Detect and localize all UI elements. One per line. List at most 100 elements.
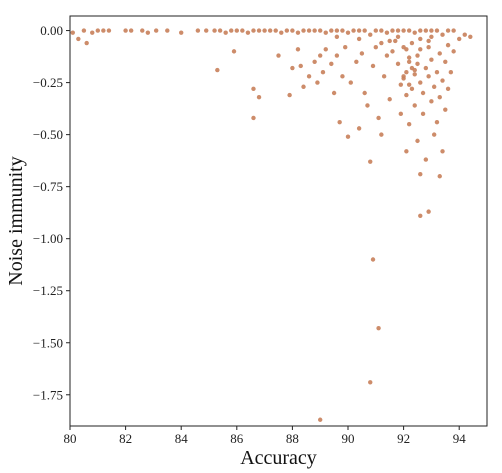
scatter-point bbox=[423, 65, 429, 71]
scatter-point bbox=[312, 59, 317, 64]
y-tick-label: 0.00 bbox=[40, 23, 63, 38]
scatter-point bbox=[359, 51, 365, 56]
y-tick-label: −0.50 bbox=[33, 127, 63, 142]
scatter-point bbox=[370, 257, 376, 262]
scatter-point bbox=[318, 28, 323, 33]
x-axis-title: Accuracy bbox=[240, 447, 317, 469]
scatter-point bbox=[362, 90, 367, 96]
scatter-point bbox=[81, 28, 87, 33]
scatter-point bbox=[406, 82, 412, 87]
scatter-point bbox=[306, 28, 312, 33]
scatter-point bbox=[287, 92, 292, 98]
scatter-point bbox=[415, 138, 420, 144]
scatter-point bbox=[412, 30, 417, 35]
scatter-point bbox=[362, 28, 367, 33]
scatter-point bbox=[204, 28, 209, 33]
scatter-point bbox=[318, 417, 323, 422]
scatter-point bbox=[445, 28, 451, 33]
scatter-point bbox=[284, 28, 290, 33]
scatter-point bbox=[217, 28, 223, 33]
scatter-point bbox=[429, 99, 434, 104]
scatter-point bbox=[457, 36, 462, 42]
scatter-point bbox=[409, 65, 415, 71]
y-tick-label: −0.75 bbox=[33, 179, 63, 194]
scatter-point bbox=[298, 63, 303, 69]
scatter-point bbox=[106, 28, 112, 33]
scatter-point bbox=[368, 159, 373, 164]
scatter-point bbox=[415, 61, 420, 67]
scatter-point bbox=[320, 69, 326, 75]
scatter-point bbox=[434, 69, 440, 75]
x-tick-label: 90 bbox=[342, 431, 355, 446]
scatter-point bbox=[404, 92, 409, 98]
scatter-point bbox=[267, 28, 273, 33]
scatter-point bbox=[70, 30, 75, 35]
scatter-point bbox=[379, 40, 384, 46]
y-tick-label: −1.50 bbox=[33, 335, 63, 350]
scatter-point bbox=[437, 174, 442, 179]
scatter-point bbox=[445, 42, 451, 48]
scatter-point bbox=[395, 61, 401, 67]
scatter-point bbox=[468, 34, 473, 40]
scatter-point bbox=[306, 74, 312, 79]
scatter-point bbox=[418, 36, 423, 42]
x-tick-label: 88 bbox=[286, 431, 299, 446]
scatter-point bbox=[429, 57, 434, 62]
scatter-point bbox=[301, 84, 306, 89]
scatter-point bbox=[329, 61, 334, 67]
scatter-point bbox=[229, 28, 234, 33]
scatter-point bbox=[440, 78, 445, 83]
scatter-point bbox=[368, 380, 373, 385]
scatter-point bbox=[370, 63, 376, 69]
scatter-point bbox=[128, 28, 134, 33]
scatter-point bbox=[354, 59, 359, 64]
x-tick-label: 92 bbox=[397, 431, 410, 446]
scatter-point bbox=[276, 53, 281, 58]
scatter-point bbox=[451, 28, 456, 33]
scatter-point bbox=[140, 28, 145, 33]
scatter-point bbox=[123, 28, 128, 33]
scatter-point bbox=[251, 115, 256, 121]
scatter-point bbox=[387, 97, 392, 102]
x-tick-label: 86 bbox=[230, 431, 244, 446]
scatter-point bbox=[418, 213, 423, 218]
scatter-point bbox=[368, 32, 373, 37]
scatter-point bbox=[420, 111, 426, 117]
scatter-point bbox=[418, 47, 423, 52]
scatter-point bbox=[412, 103, 417, 108]
scatter-point bbox=[323, 30, 328, 35]
x-axis: 80 82 84 86 88 90 92 94 bbox=[64, 426, 466, 446]
scatter-point bbox=[295, 30, 301, 35]
scatter-point bbox=[443, 59, 448, 64]
scatter-point bbox=[462, 32, 467, 37]
scatter-point bbox=[431, 84, 437, 89]
y-tick-label: −1.00 bbox=[33, 231, 63, 246]
scatter-point bbox=[426, 74, 431, 79]
scatter-point bbox=[273, 28, 278, 33]
scatter-point bbox=[395, 34, 401, 40]
scatter-point bbox=[387, 38, 392, 44]
points-layer bbox=[70, 28, 473, 422]
scatter-point bbox=[404, 69, 409, 75]
scatter-point bbox=[379, 28, 384, 33]
scatter-point bbox=[315, 80, 320, 85]
scatter-point bbox=[381, 74, 387, 79]
scatter-point bbox=[440, 32, 445, 37]
scatter-point bbox=[373, 45, 378, 50]
y-axis: 0.00 −0.25 −0.50 −0.75 −1.00 −1.25 −1.50 −1.75 bbox=[33, 23, 70, 402]
scatter-point bbox=[251, 28, 256, 33]
scatter-point bbox=[318, 53, 323, 58]
scatter-point bbox=[145, 30, 151, 35]
scatter-point bbox=[90, 30, 95, 35]
scatter-point bbox=[443, 107, 448, 112]
scatter-point bbox=[323, 47, 328, 52]
scatter-point bbox=[415, 53, 420, 58]
scatter-point bbox=[262, 28, 267, 33]
scatter-point bbox=[376, 115, 381, 121]
scatter-point bbox=[406, 28, 412, 33]
scatter-point bbox=[401, 28, 406, 33]
y-tick-label: −0.25 bbox=[33, 75, 63, 90]
scatter-point bbox=[401, 76, 406, 81]
scatter-point bbox=[406, 59, 412, 64]
y-tick-label: −1.25 bbox=[33, 283, 63, 298]
